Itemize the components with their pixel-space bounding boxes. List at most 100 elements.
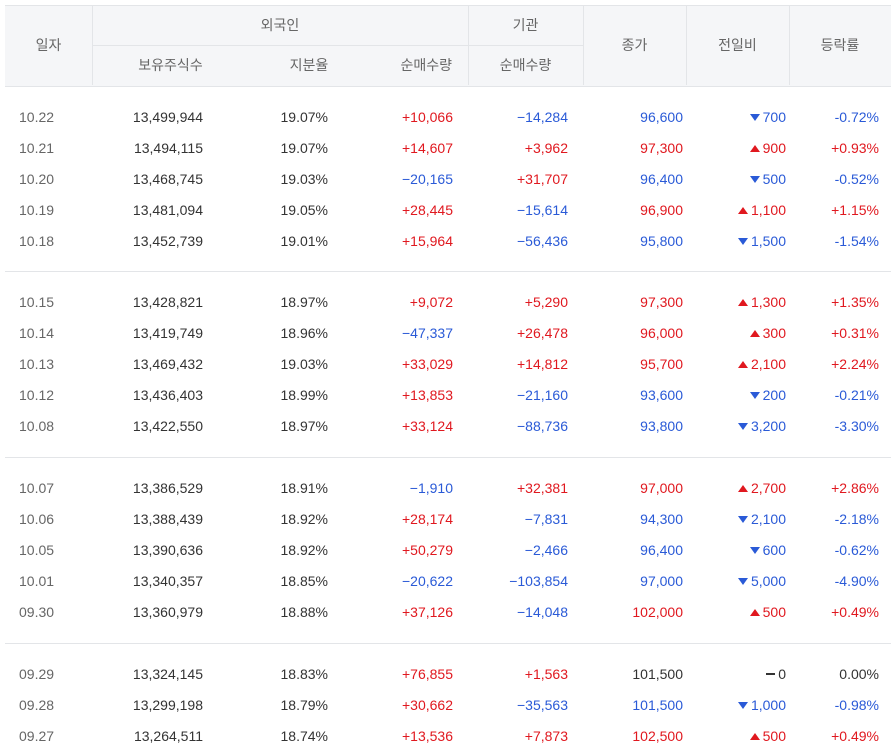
change-value: 600 — [762, 542, 786, 558]
close-price-cell: 96,400 — [640, 171, 683, 187]
rate-cell: +0.49% — [831, 728, 879, 744]
holdings-cell: 13,436,403 — [132, 387, 203, 403]
change-value: 500 — [762, 728, 786, 744]
inst-net-cell: +1,563 — [524, 666, 568, 682]
change-cell: 2,100 — [737, 349, 786, 380]
date-cell: 10.20 — [19, 171, 55, 187]
date-cell: 10.13 — [19, 356, 55, 372]
table-row: 10.20 13,468,745 19.03% −20,165 +31,707 96,40… — [0, 164, 896, 195]
col-date-header[interactable]: 일자 — [35, 37, 62, 53]
foreign-net-cell: +28,445 — [402, 202, 453, 218]
date-cell: 10.08 — [19, 418, 55, 434]
share-ratio-cell: 19.07% — [280, 109, 328, 125]
change-cell: 500 — [749, 597, 786, 628]
triangle-down-icon — [749, 114, 760, 121]
inst-net-cell: +32,381 — [517, 480, 568, 496]
change-cell: 2,100 — [737, 504, 786, 535]
header-divider — [789, 5, 790, 85]
rate-cell: -0.52% — [834, 171, 879, 187]
group-divider — [5, 271, 891, 272]
holdings-cell: 13,360,979 — [132, 604, 203, 620]
triangle-down-icon — [737, 238, 748, 245]
table-row: 09.27 13,264,511 18.74% +13,536 +7,873 102,50… — [0, 721, 896, 752]
table-row: 09.30 13,360,979 18.88% +37,126 −14,048 102,0… — [0, 597, 896, 628]
triangle-down-icon — [737, 702, 748, 709]
inst-net-cell: −14,048 — [517, 604, 568, 620]
change-value: 300 — [762, 325, 786, 341]
foreign-net-cell: +9,072 — [409, 294, 453, 310]
close-price-cell: 97,000 — [640, 573, 683, 589]
foreign-net-cell: −20,622 — [402, 573, 453, 589]
date-cell: 10.05 — [19, 542, 55, 558]
change-value: 200 — [762, 387, 786, 403]
triangle-up-icon — [749, 330, 760, 337]
rate-cell: -4.90% — [834, 573, 879, 589]
rate-cell: +2.24% — [831, 356, 879, 372]
close-price-cell: 101,500 — [632, 666, 683, 682]
change-cell: 1,100 — [737, 195, 786, 226]
close-price-cell: 94,300 — [640, 511, 683, 527]
foreign-net-cell: +33,124 — [402, 418, 453, 434]
foreign-net-cell: +30,662 — [402, 697, 453, 713]
triangle-down-icon — [749, 547, 760, 554]
inst-net-cell: −103,854 — [509, 573, 568, 589]
close-price-cell: 95,700 — [640, 356, 683, 372]
col-close-header[interactable]: 종가 — [621, 37, 648, 53]
triangle-up-icon — [749, 609, 760, 616]
holdings-cell: 13,388,439 — [132, 511, 203, 527]
close-price-cell: 96,600 — [640, 109, 683, 125]
col-share-ratio-header[interactable]: 지분율 — [289, 57, 329, 73]
date-cell: 10.21 — [19, 140, 55, 156]
foreign-net-cell: +76,855 — [402, 666, 453, 682]
foreign-net-cell: +50,279 — [402, 542, 453, 558]
change-cell: 500 — [749, 164, 786, 195]
holdings-cell: 13,419,749 — [132, 325, 203, 341]
foreign-net-cell: +13,853 — [402, 387, 453, 403]
share-ratio-cell: 18.79% — [280, 697, 328, 713]
change-cell: 700 — [749, 102, 786, 133]
triangle-down-icon — [737, 516, 748, 523]
change-cell: 300 — [749, 318, 786, 349]
close-price-cell: 96,400 — [640, 542, 683, 558]
rate-cell: -0.21% — [834, 387, 879, 403]
rate-cell: -2.18% — [834, 511, 879, 527]
change-cell: 600 — [749, 535, 786, 566]
change-cell: 3,200 — [737, 411, 786, 442]
rate-cell: -0.72% — [834, 109, 879, 125]
table-row: 10.05 13,390,636 18.92% +50,279 −2,466 96,400… — [0, 535, 896, 566]
date-cell: 10.06 — [19, 511, 55, 527]
foreign-net-cell: +33,029 — [402, 356, 453, 372]
rate-cell: +0.93% — [831, 140, 879, 156]
share-ratio-cell: 19.07% — [280, 140, 328, 156]
col-inst-net-header[interactable]: 순매수량 — [499, 57, 552, 73]
col-holdings-header[interactable]: 보유주식수 — [138, 57, 203, 73]
col-rate-header[interactable]: 등락률 — [820, 37, 860, 53]
inst-net-cell: −88,736 — [517, 418, 568, 434]
table-row: 09.28 13,299,198 18.79% +30,662 −35,563 101,5… — [0, 690, 896, 721]
col-change-header[interactable]: 전일비 — [718, 37, 757, 53]
close-price-cell: 95,800 — [640, 233, 683, 249]
close-price-cell: 93,800 — [640, 418, 683, 434]
holdings-cell: 13,499,944 — [132, 109, 203, 125]
table-header — [5, 5, 891, 87]
rate-cell: -0.98% — [834, 697, 879, 713]
triangle-down-icon — [749, 392, 760, 399]
share-ratio-cell: 18.96% — [280, 325, 328, 341]
holdings-cell: 13,428,821 — [132, 294, 203, 310]
col-institution-group-header: 기관 — [512, 17, 539, 33]
close-price-cell: 97,000 — [640, 480, 683, 496]
change-value: 2,700 — [750, 480, 786, 496]
date-cell: 10.18 — [19, 233, 55, 249]
change-value: 0 — [778, 666, 786, 682]
change-value: 1,000 — [750, 697, 786, 713]
change-value: 500 — [762, 171, 786, 187]
change-value: 1,500 — [750, 233, 786, 249]
rate-cell: 0.00% — [839, 666, 879, 682]
inst-net-cell: +31,707 — [517, 171, 568, 187]
group-divider — [5, 643, 891, 644]
rate-cell: +1.35% — [831, 294, 879, 310]
table-row: 10.15 13,428,821 18.97% +9,072 +5,290 97,300 1… — [0, 287, 896, 318]
table-row: 09.29 13,324,145 18.83% +76,855 +1,563 101,50… — [0, 659, 896, 690]
col-foreign-net-header[interactable]: 순매수량 — [400, 57, 452, 73]
holdings-cell: 13,299,198 — [132, 697, 203, 713]
